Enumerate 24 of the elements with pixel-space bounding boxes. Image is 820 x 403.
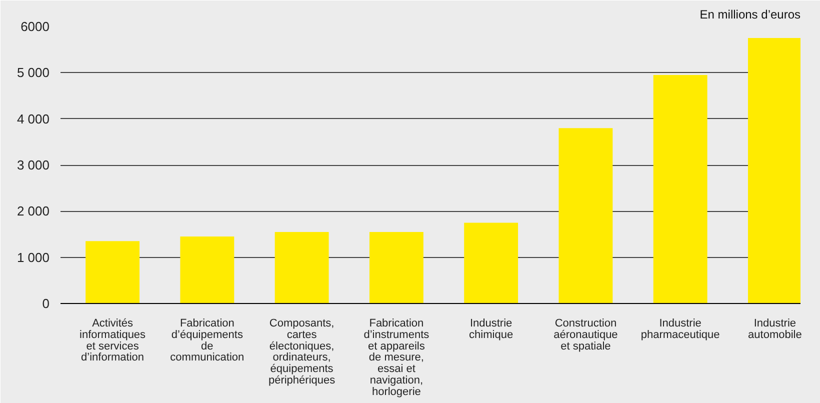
bar: [748, 38, 800, 304]
x-tick-label: Fabrication d’équipements de communication: [170, 318, 244, 364]
y-tick-label: 3 000: [16, 158, 50, 172]
bar: [369, 232, 424, 304]
y-tick-label: 6000: [20, 19, 50, 34]
y-tick-label: 2 000: [16, 204, 50, 219]
y-tick-label: 5 000: [16, 65, 50, 80]
bar: [274, 232, 329, 304]
bar: [180, 236, 234, 304]
y-tick-label: 4 000: [16, 111, 50, 126]
y-tick-label: 0: [42, 296, 50, 311]
bar: [653, 74, 708, 304]
bar: [558, 128, 613, 304]
bar: [86, 241, 140, 304]
text: En millions d’euros: [700, 8, 801, 22]
x-tick-label: Construction aéronautique et spatiale: [554, 318, 618, 352]
bar: [464, 222, 518, 304]
x-tick-label: Fabrication d’instruments et appareils de mesure, essai et navigation, horlogerie: [364, 318, 430, 398]
y-tick-label: 1 000: [16, 250, 50, 265]
x-tick-label: Composants, cartes électoniques, ordinateurs, équipements périphériques: [268, 318, 336, 386]
x-tick-label: Industrie chimique: [469, 318, 514, 341]
x-tick-label: Industrie pharmaceutique: [640, 318, 720, 341]
x-tick-label: Industrie automobile: [748, 318, 802, 341]
x-tick-label: Activités informatiques et services d’information: [80, 318, 146, 364]
